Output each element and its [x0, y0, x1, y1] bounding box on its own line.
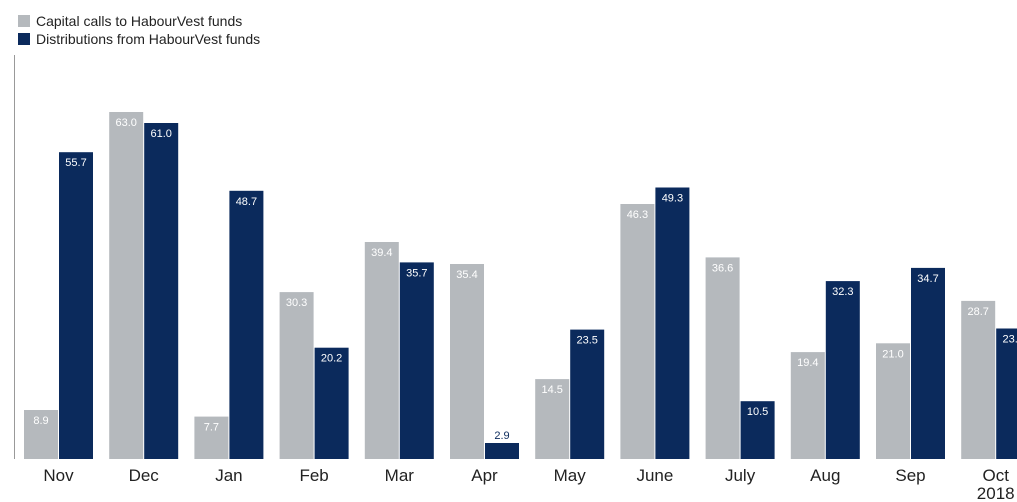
- x-tick-label-oct: Oct: [982, 466, 1009, 485]
- label-distributions-oct: 23.7: [1002, 334, 1017, 346]
- x-tick-label-feb: Feb: [299, 466, 328, 485]
- label-capital-calls-aug: 19.4: [797, 357, 818, 369]
- bar-distributions-june: [655, 187, 690, 459]
- bar-capital-calls-jan: [194, 416, 229, 459]
- label-capital-calls-dec: 63.0: [115, 117, 136, 129]
- bar-capital-calls-dec: [109, 112, 144, 459]
- x-tick-label-mar: Mar: [385, 466, 415, 485]
- bar-capital-calls-june: [620, 204, 655, 459]
- label-distributions-feb: 20.2: [321, 353, 342, 365]
- bar-distributions-may: [570, 329, 605, 459]
- label-capital-calls-july: 36.6: [712, 262, 733, 274]
- label-distributions-nov: 55.7: [65, 157, 86, 169]
- legend-swatch-distributions: [18, 33, 30, 45]
- label-distributions-sep: 34.7: [917, 273, 938, 285]
- legend: Capital calls to HabourVest funds Distri…: [18, 12, 260, 48]
- x-tick-label-jan: Jan: [215, 466, 242, 485]
- x-tick-label-aug: Aug: [810, 466, 840, 485]
- bar-distributions-oct: [996, 328, 1017, 459]
- label-capital-calls-nov: 8.9: [33, 415, 48, 427]
- x-year-label: 2018: [977, 484, 1015, 502]
- bar-capital-calls-aug: [790, 352, 825, 459]
- legend-label-capital-calls: Capital calls to HabourVest funds: [36, 13, 243, 29]
- legend-swatch-capital-calls: [18, 15, 30, 27]
- label-distributions-june: 49.3: [662, 193, 683, 205]
- label-distributions-dec: 61.0: [150, 128, 171, 140]
- bar-capital-calls-sep: [876, 343, 910, 459]
- x-tick-label-sep: Sep: [895, 466, 925, 485]
- label-capital-calls-sep: 21.0: [882, 348, 903, 360]
- bar-capital-calls-feb: [279, 292, 314, 459]
- label-distributions-aug: 32.3: [832, 286, 853, 298]
- label-distributions-may: 23.5: [576, 335, 597, 347]
- legend-label-distributions: Distributions from HabourVest funds: [36, 31, 261, 47]
- label-capital-calls-feb: 30.3: [286, 297, 307, 309]
- x-tick-label-may: May: [554, 466, 587, 485]
- bar-capital-calls-july: [705, 257, 740, 459]
- bar-distributions-jan: [229, 190, 264, 460]
- x-tick-label-july: July: [725, 466, 756, 485]
- label-distributions-mar: 35.7: [406, 267, 427, 279]
- bar-distributions-feb: [314, 347, 349, 459]
- legend-item-capital-calls: Capital calls to HabourVest funds: [18, 12, 260, 30]
- bar-capital-calls-apr: [450, 264, 484, 459]
- label-distributions-july: 10.5: [747, 406, 768, 418]
- bar-capital-calls-may: [535, 379, 570, 459]
- label-distributions-apr: 2.9: [494, 430, 509, 442]
- label-capital-calls-jan: 7.7: [204, 422, 219, 434]
- bar-distributions-sep: [911, 267, 945, 459]
- label-capital-calls-oct: 28.7: [967, 306, 988, 318]
- bar-capital-calls-oct: [961, 300, 996, 459]
- bar-distributions-nov: [59, 152, 93, 459]
- label-capital-calls-may: 14.5: [541, 384, 562, 396]
- bar-distributions-apr: [485, 443, 519, 459]
- bar-distributions-july: [740, 401, 775, 459]
- label-capital-calls-apr: 35.4: [456, 269, 477, 281]
- label-capital-calls-june: 46.3: [627, 209, 648, 221]
- bar-distributions-aug: [825, 281, 860, 459]
- x-tick-label-dec: Dec: [129, 466, 160, 485]
- x-tick-label-nov: Nov: [43, 466, 74, 485]
- label-distributions-jan: 48.7: [236, 196, 257, 208]
- label-capital-calls-mar: 39.4: [371, 247, 392, 259]
- x-tick-label-apr: Apr: [471, 466, 498, 485]
- x-tick-label-june: June: [636, 466, 673, 485]
- bar-distributions-mar: [399, 262, 434, 459]
- bar-distributions-dec: [144, 123, 179, 459]
- bar-capital-calls-nov: [24, 410, 58, 459]
- bar-capital-calls-mar: [364, 242, 399, 459]
- legend-item-distributions: Distributions from HabourVest funds: [18, 30, 260, 48]
